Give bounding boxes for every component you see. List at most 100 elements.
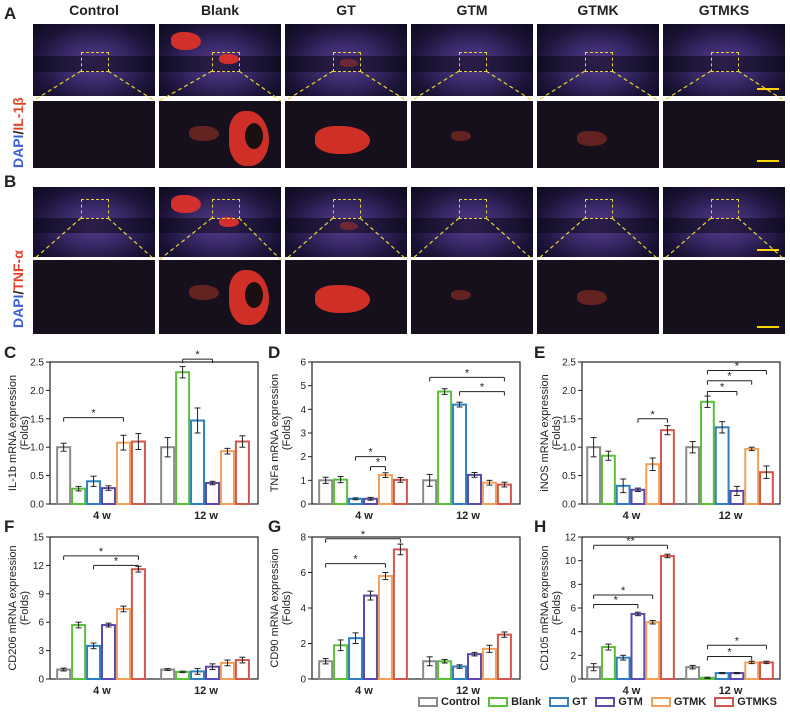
y-tick-label: 3	[38, 646, 44, 657]
y-tick-label: 5	[300, 381, 306, 392]
y-tick-label: 12	[565, 533, 577, 544]
zoom-region-box	[585, 52, 613, 72]
legend-item: GTM	[595, 696, 643, 708]
micrograph-zoom	[159, 260, 281, 334]
y-tick-label: 1	[300, 476, 306, 487]
significance-marker: *	[99, 546, 104, 558]
bar	[744, 661, 760, 681]
panel-letter-b: B	[4, 172, 17, 191]
scale-bar	[757, 326, 779, 328]
legend-swatch	[488, 697, 509, 707]
panel-letter-a: A	[4, 4, 17, 23]
x-category-label: 4 w	[355, 685, 373, 697]
y-tick-label: 10	[565, 556, 577, 567]
micrograph-zoom	[33, 101, 155, 168]
y-tick-label: 2.0	[30, 386, 44, 397]
bar	[714, 426, 730, 506]
panel-letter-g: G	[268, 517, 282, 536]
y-tick-label: 0.0	[562, 500, 576, 511]
plot-frame	[49, 536, 259, 680]
stain-signal	[315, 285, 370, 313]
stain-signal	[340, 59, 358, 67]
micrograph-zoom	[537, 101, 659, 168]
legend-label: GTMKS	[737, 696, 777, 708]
significance-marker: *	[465, 367, 470, 379]
bar	[86, 644, 102, 680]
significance-marker: *	[621, 585, 626, 597]
zoom-region-box	[333, 199, 361, 219]
legend-item: GTMKS	[714, 696, 777, 708]
zoom-region-box	[81, 199, 109, 219]
y-tick-label: 2.5	[562, 358, 576, 369]
micrograph-zoom	[663, 101, 785, 168]
bar	[115, 607, 131, 680]
bar	[205, 481, 220, 506]
panel-letter-f: F	[4, 517, 15, 536]
bar	[496, 633, 512, 680]
tissue-void	[245, 282, 263, 308]
significance-marker: **	[626, 535, 635, 547]
x-category-label: 12 w	[194, 510, 218, 522]
y-axis-label-unit: (Folds)	[281, 416, 293, 450]
legend-swatch	[650, 697, 671, 707]
col-head-gt: GT	[336, 2, 356, 18]
y-tick-label: 0.5	[30, 471, 44, 482]
zoom-region-box	[81, 52, 109, 72]
stain-signal	[577, 131, 607, 146]
y-tick-label: 6	[38, 618, 44, 629]
y-tick-label: 3	[300, 429, 306, 440]
stain-signal	[219, 217, 239, 227]
x-category-label: 12 w	[456, 685, 480, 697]
significance-marker: *	[114, 555, 119, 567]
y-tick-label: 8	[570, 580, 576, 591]
zoom-region-box	[585, 199, 613, 219]
tissue-void	[245, 123, 263, 149]
y-tick-label: 1.5	[562, 414, 576, 425]
zoom-region-box	[459, 52, 487, 72]
stain-signal	[451, 290, 471, 300]
stain-signal	[171, 32, 201, 50]
significance-marker: *	[727, 647, 732, 659]
significance-marker: *	[727, 371, 732, 383]
legend-item: Blank	[488, 696, 541, 708]
y-tick-label: 0	[300, 675, 306, 686]
y-tick-label: 2.5	[30, 358, 44, 369]
bar	[363, 594, 378, 681]
bar	[71, 624, 87, 680]
legend-item: GT	[549, 696, 587, 708]
zoom-region-box	[212, 52, 240, 72]
y-tick-label: 1.5	[30, 414, 44, 425]
bar	[130, 568, 146, 680]
col-head-control: Control	[69, 2, 119, 18]
stain-signal	[577, 290, 607, 305]
micrograph-zoom	[285, 260, 407, 334]
scale-bar	[757, 249, 779, 251]
micrograph-zoom	[537, 260, 659, 334]
y-tick-label: 2	[300, 639, 306, 650]
y-tick-label: 4	[300, 604, 306, 615]
bar	[392, 478, 408, 505]
micrograph-zoom	[411, 101, 533, 168]
bar	[175, 371, 191, 505]
scale-bar	[757, 88, 779, 90]
panel-letter-d: D	[268, 343, 281, 362]
plot-frame	[49, 361, 259, 505]
bar	[333, 478, 349, 505]
legend-label: GT	[572, 696, 588, 708]
y-axis-label: CD90 mRNA expression	[269, 548, 281, 667]
y-axis-label: CD206 mRNA expression	[7, 545, 19, 670]
significance-marker: *	[361, 529, 366, 541]
micrograph-zoom	[285, 101, 407, 168]
bar	[234, 440, 250, 505]
y-tick-label: 4	[570, 627, 576, 638]
bar	[467, 653, 482, 681]
stain-signal	[340, 222, 358, 230]
y-axis-label: CD105 mRNA expression	[539, 545, 551, 670]
bar	[630, 612, 646, 681]
significance-marker: *	[91, 408, 96, 420]
y-axis-label: TNFa mRNA expression	[269, 374, 281, 493]
x-category-label: 4 w	[93, 510, 111, 522]
stain-signal	[451, 131, 471, 141]
x-category-label: 4 w	[93, 685, 111, 697]
